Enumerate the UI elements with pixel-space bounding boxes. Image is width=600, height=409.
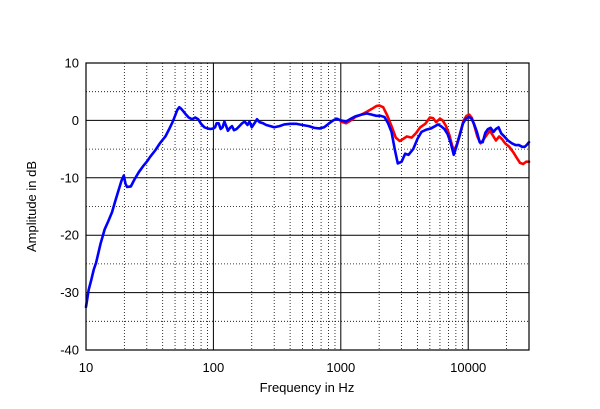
- x-axis-title: Frequency in Hz: [260, 380, 355, 395]
- x-tick-label: 1000: [326, 360, 355, 375]
- plot-frame: [85, 62, 530, 351]
- y-tick-labels: 10 0 -10 -20 -30 -40: [60, 56, 79, 358]
- x-tick-labels: 10 100 1000 10000: [79, 360, 487, 375]
- x-tick-label: 10000: [450, 360, 486, 375]
- y-tick-label: -40: [60, 343, 79, 358]
- y-tick-label: -10: [60, 170, 79, 185]
- series-line-1: [339, 104, 531, 166]
- y-tick-label: -30: [60, 285, 79, 300]
- x-tick-label: 10: [79, 360, 93, 375]
- y-tick-label: 10: [65, 56, 79, 71]
- y-tick-label: -20: [60, 228, 79, 243]
- major-gridlines: [86, 63, 529, 350]
- y-axis-title: Amplitude in dB: [24, 161, 39, 252]
- x-tick-label: 100: [203, 360, 225, 375]
- series-layer: [84, 104, 531, 309]
- series-line-2: [84, 105, 531, 309]
- y-tick-label: 0: [72, 113, 79, 128]
